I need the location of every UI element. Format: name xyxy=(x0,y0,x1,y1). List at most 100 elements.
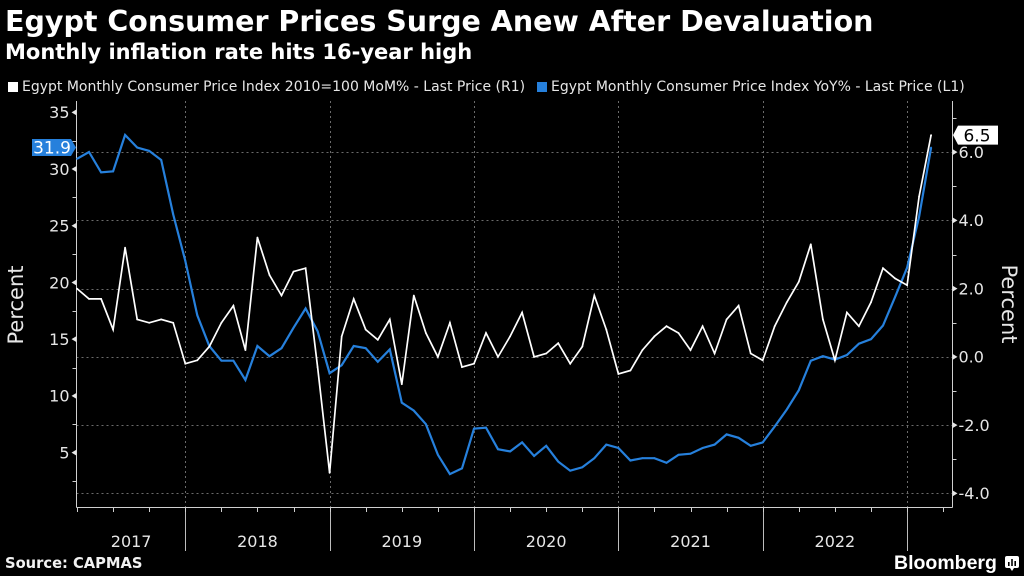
legend-label-mom: Egypt Monthly Consumer Price Index 2010=… xyxy=(22,79,526,95)
data-point-yoy xyxy=(521,441,523,444)
icon-bar xyxy=(1008,562,1010,566)
data-point-mom xyxy=(725,318,728,321)
data-point-mom xyxy=(509,335,511,338)
data-point-mom xyxy=(232,304,235,307)
data-point-mom xyxy=(280,294,283,297)
data-point-mom xyxy=(400,383,403,386)
last-value-label-yoy: 31.9 xyxy=(32,139,76,159)
data-point-mom xyxy=(112,328,114,331)
y-left-tick xyxy=(71,392,77,399)
data-point-yoy xyxy=(882,324,884,327)
data-point-yoy xyxy=(196,314,199,317)
y-left-tick-label: 15 xyxy=(49,330,69,349)
data-point-yoy xyxy=(220,359,223,362)
data-point-mom xyxy=(328,472,331,474)
legend-item-yoy: Egypt Monthly Consumer Price Index YoY% … xyxy=(537,79,965,95)
last-value-box-mom xyxy=(953,125,998,145)
y-left-tick xyxy=(71,222,77,229)
data-point-mom xyxy=(858,325,860,328)
data-point-mom xyxy=(148,321,151,324)
y-left-tick-label: 30 xyxy=(49,160,69,179)
data-point-yoy xyxy=(797,389,800,392)
data-point-yoy xyxy=(316,330,319,333)
legend-swatch-mom xyxy=(8,82,18,92)
data-point-yoy xyxy=(376,360,379,363)
x-tick-label: 2017 xyxy=(111,532,152,551)
data-point-yoy xyxy=(629,459,632,462)
data-point-mom xyxy=(533,356,535,358)
x-tick-label: 2019 xyxy=(381,532,422,551)
last-value-text-yoy: 31.9 xyxy=(33,139,71,159)
y-right-tick xyxy=(952,285,958,292)
data-point-yoy xyxy=(136,146,139,149)
data-point-mom xyxy=(773,325,776,328)
y-right-tick xyxy=(952,422,958,429)
data-point-mom xyxy=(701,325,704,328)
data-point-mom xyxy=(449,321,451,324)
data-point-yoy xyxy=(918,215,920,218)
bloomberg-chart-icon xyxy=(1005,556,1019,571)
chart-subtitle: Monthly inflation rate hits 16-year high xyxy=(5,39,473,64)
x-tick-label: 2018 xyxy=(237,532,278,551)
data-point-yoy xyxy=(268,355,271,358)
x-tick-label: 2020 xyxy=(526,532,567,551)
data-point-yoy xyxy=(713,443,716,446)
y-right-tick-label: 6.0 xyxy=(959,143,984,162)
data-point-mom xyxy=(352,298,355,300)
y-right-tick xyxy=(952,353,958,360)
data-point-yoy xyxy=(569,469,572,472)
data-point-mom xyxy=(761,359,764,362)
y-left-tick-label: 20 xyxy=(49,273,69,292)
y-left-tick-label: 25 xyxy=(49,217,69,236)
data-point-mom xyxy=(846,311,848,314)
data-point-yoy xyxy=(870,338,872,341)
data-point-mom xyxy=(617,373,620,375)
y-left-tick xyxy=(71,449,77,456)
data-point-mom xyxy=(88,298,90,300)
data-point-yoy xyxy=(761,441,764,444)
data-point-yoy xyxy=(388,348,391,351)
data-point-yoy xyxy=(364,347,367,350)
data-point-yoy xyxy=(725,433,728,436)
data-point-yoy xyxy=(749,444,752,447)
axes: 5 10 15 20 25 30 35 -4.0 -2.0 0.0 2.0 4.0 6.0 2017 201… xyxy=(49,101,990,551)
data-point-mom xyxy=(316,366,319,368)
data-point-mom xyxy=(244,349,247,351)
data-point-mom xyxy=(930,134,932,137)
data-point-yoy xyxy=(509,450,511,453)
data-point-yoy xyxy=(641,457,644,460)
data-point-mom xyxy=(713,352,716,355)
legend-item-mom: Egypt Monthly Consumer Price Index 2010=… xyxy=(8,79,525,95)
data-point-yoy xyxy=(76,157,78,160)
data-point-yoy xyxy=(184,260,187,262)
y-right-tick-label: 2.0 xyxy=(959,279,984,298)
data-point-yoy xyxy=(605,443,608,446)
last-value-label-mom: 6.5 xyxy=(953,125,998,146)
data-point-yoy xyxy=(112,170,114,173)
data-point-mom xyxy=(894,277,896,280)
data-point-mom xyxy=(425,332,427,334)
data-point-yoy xyxy=(677,453,680,456)
y-right-tick-label: -2.0 xyxy=(959,416,990,435)
gridlines xyxy=(76,101,953,507)
data-point-yoy xyxy=(425,423,427,426)
data-point-mom xyxy=(497,356,499,358)
x-tick-label: 2022 xyxy=(815,532,856,551)
series-group xyxy=(76,132,933,476)
series-line-yoy xyxy=(76,132,933,476)
data-point-yoy xyxy=(461,467,463,470)
data-point-mom xyxy=(461,366,463,368)
y-left-tick-label: 35 xyxy=(49,103,69,122)
data-point-mom xyxy=(629,369,632,372)
y-left-tick xyxy=(71,109,77,116)
icon-bar xyxy=(1011,559,1013,566)
data-point-mom xyxy=(737,304,740,307)
data-point-yoy xyxy=(545,444,548,447)
data-point-yoy xyxy=(172,213,175,216)
data-point-mom xyxy=(172,321,175,324)
data-point-mom xyxy=(785,301,788,304)
data-point-mom xyxy=(882,267,884,270)
data-point-mom xyxy=(569,362,572,365)
chart-title: Egypt Consumer Prices Surge Anew After D… xyxy=(5,5,874,38)
